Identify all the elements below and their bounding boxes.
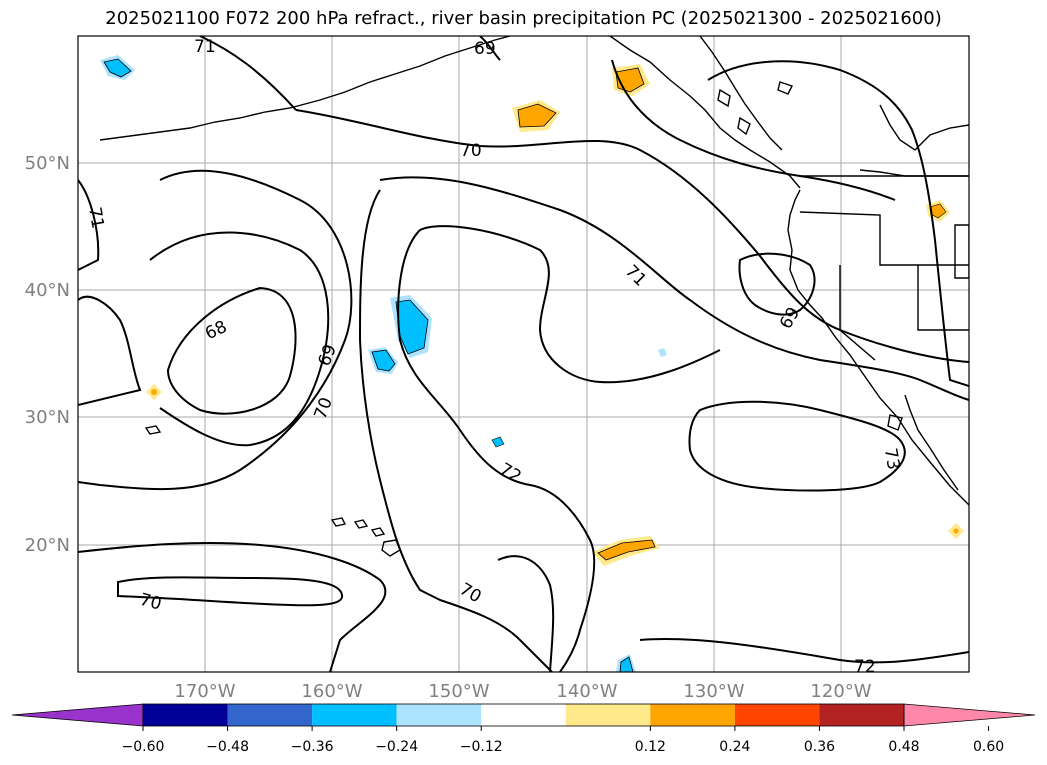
colorbar-tick-label: 0.36 <box>804 739 835 755</box>
contour-labels: 71 69 70 71 68 69 70 71 69 72 73 70 70 7… <box>84 37 903 677</box>
lon-label: 140°W <box>556 681 617 702</box>
colorbar-tick-label: −0.36 <box>291 739 334 755</box>
colorbar-swatch <box>650 704 735 726</box>
map-frame <box>77 35 970 673</box>
contour-label: 68 <box>202 317 230 344</box>
colorbar-tick-label: 0.48 <box>888 739 919 755</box>
colorbar-extend-high <box>903 703 1036 727</box>
contour-label: 69 <box>474 39 496 59</box>
colorbar-extend-low <box>11 703 144 727</box>
lat-label: 50°N <box>25 153 70 174</box>
lat-label: 30°N <box>25 407 70 428</box>
contour-label: 69 <box>776 304 804 333</box>
longitude-labels: 170°W 160°W 150°W 140°W 130°W 120°W <box>174 681 871 702</box>
lon-label: 120°W <box>810 681 871 702</box>
contour-label: 71 <box>84 205 107 230</box>
lat-label: 40°N <box>25 280 70 301</box>
colorbar-tick-label: −0.24 <box>375 739 418 755</box>
precip-negative-patches <box>100 55 667 672</box>
precip-positive-patches <box>146 64 964 566</box>
contour-label: 70 <box>460 141 482 161</box>
colorbar-swatch <box>396 704 482 726</box>
contour-label: 72 <box>854 657 876 677</box>
lat-label: 20°N <box>25 535 70 556</box>
colorbar-swatch <box>312 704 397 726</box>
colorbar-swatch <box>481 704 566 726</box>
contour-label: 71 <box>621 261 650 290</box>
colorbar: −0.60 −0.48 −0.36 −0.24 −0.12 0.12 0.24 0.36 0.4… <box>11 703 1036 755</box>
lon-label: 170°W <box>174 681 235 702</box>
contour-label: 70 <box>137 590 163 615</box>
colorbar-tick-label: 0.12 <box>635 739 666 755</box>
colorbar-swatch <box>143 704 228 726</box>
colorbar-tick-label: 0.24 <box>719 739 750 755</box>
colorbar-swatch <box>734 704 820 726</box>
latitude-labels: 50°N 40°N 30°N 20°N <box>25 153 70 556</box>
colorbar-tick-label: −0.12 <box>460 739 503 755</box>
colorbar-swatch <box>227 704 313 726</box>
lon-label: 160°W <box>301 681 362 702</box>
map-title: 2025021100 F072 200 hPa refract., river … <box>105 8 942 29</box>
coastlines <box>99 36 969 557</box>
colorbar-swatch <box>565 704 651 726</box>
contour-label: 70 <box>456 579 485 607</box>
colorbar-tick-label: 0.60 <box>973 739 1004 755</box>
contour-label: 73 <box>880 447 903 472</box>
lon-label: 150°W <box>428 681 489 702</box>
refractivity-contours <box>78 36 969 672</box>
contour-label: 69 <box>315 342 341 369</box>
contour-label: 71 <box>194 37 216 57</box>
colorbar-tick-label: −0.48 <box>206 739 249 755</box>
colorbar-tick-label: −0.60 <box>122 739 165 755</box>
lon-label: 130°W <box>683 681 744 702</box>
colorbar-border <box>142 703 905 727</box>
colorbar-swatch <box>819 704 904 726</box>
